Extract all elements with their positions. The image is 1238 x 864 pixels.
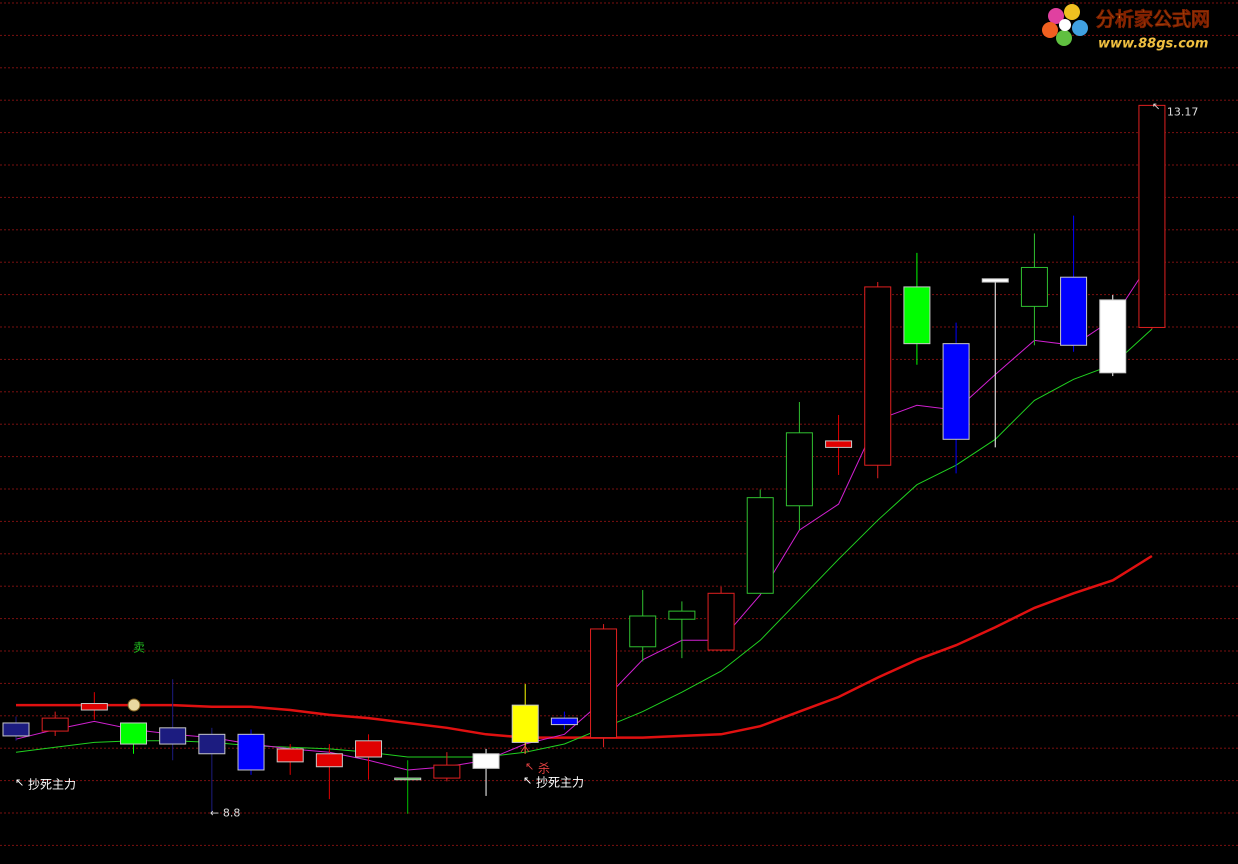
candle-body xyxy=(237,733,265,771)
candle xyxy=(942,322,970,474)
candle-body xyxy=(942,343,970,440)
candle-body xyxy=(981,278,1009,283)
candle-body xyxy=(903,286,931,345)
ma-line xyxy=(16,554,1153,739)
arrow: ↖ xyxy=(15,776,24,789)
candle xyxy=(41,711,69,736)
candle-body xyxy=(1099,299,1127,374)
candle-body xyxy=(511,704,539,743)
logo-petal xyxy=(1072,20,1088,36)
candle xyxy=(394,760,422,814)
candle xyxy=(276,744,304,775)
candle xyxy=(864,282,892,479)
logo-center xyxy=(1059,19,1071,31)
candle-body xyxy=(276,748,304,763)
candle xyxy=(590,624,618,748)
candle xyxy=(472,748,500,796)
candle-body xyxy=(120,722,148,745)
high-label: 13.17 xyxy=(1167,105,1199,118)
logo-petal xyxy=(1056,30,1072,46)
candle xyxy=(629,590,657,662)
arrow: ↖ xyxy=(525,760,534,773)
candle-body xyxy=(355,740,383,758)
candle-body xyxy=(1060,276,1088,346)
low-label: 8.8 xyxy=(223,807,241,820)
candle-body xyxy=(785,432,813,507)
candle xyxy=(2,716,30,741)
candle-body xyxy=(668,610,696,620)
candle xyxy=(825,414,853,475)
candle xyxy=(315,744,343,800)
candle xyxy=(746,489,774,594)
annotation: 抄死主力 xyxy=(536,776,584,790)
candle xyxy=(903,252,931,365)
candle-body xyxy=(41,717,69,732)
candle-body xyxy=(864,286,892,466)
candle xyxy=(198,727,226,814)
candle xyxy=(433,752,461,782)
money-bag-icon xyxy=(127,698,141,712)
candle-body xyxy=(1020,266,1048,307)
annotation: 抄死主力 xyxy=(28,778,76,792)
signal-arrow xyxy=(520,745,530,754)
arrow: ↖ xyxy=(523,774,532,787)
candle-body xyxy=(433,764,461,779)
candle xyxy=(1138,104,1166,330)
annotation: 杀 xyxy=(538,761,550,776)
candle-body xyxy=(629,615,657,648)
candle-body xyxy=(472,753,500,769)
arrow: ↖ xyxy=(1152,101,1160,112)
annotation: 卖 xyxy=(133,641,145,655)
candle xyxy=(237,729,265,775)
candle xyxy=(511,684,539,754)
candle xyxy=(981,278,1009,448)
candle-body xyxy=(707,592,735,651)
logo-petal xyxy=(1064,4,1080,20)
candle-body xyxy=(394,777,422,781)
candle xyxy=(355,734,383,780)
arrow: ← xyxy=(210,807,219,820)
logo-petal xyxy=(1048,8,1064,24)
candle-body xyxy=(159,727,187,745)
logo: 分析家公式网 www.88gs.com xyxy=(1042,4,1210,52)
candle xyxy=(707,586,735,652)
candle xyxy=(80,692,108,720)
candle-body xyxy=(590,628,618,739)
logo-petal xyxy=(1042,22,1058,38)
candle-body xyxy=(550,717,578,726)
candle xyxy=(668,601,696,659)
candle xyxy=(1020,233,1048,346)
logo-url: www.88gs.com xyxy=(1098,37,1208,52)
candle-body xyxy=(315,753,343,768)
candle xyxy=(550,711,578,730)
candle-body xyxy=(746,497,774,594)
candle-body xyxy=(198,733,226,755)
candle-body xyxy=(1138,104,1166,328)
candle xyxy=(785,402,813,531)
candle xyxy=(1099,295,1127,377)
logo-title: 分析家公式网 xyxy=(1096,8,1210,31)
candle-body xyxy=(80,703,108,711)
candle xyxy=(120,722,148,754)
candle xyxy=(1060,215,1088,352)
candle-body xyxy=(825,440,853,448)
candle-body xyxy=(2,722,30,737)
candle xyxy=(159,679,187,761)
